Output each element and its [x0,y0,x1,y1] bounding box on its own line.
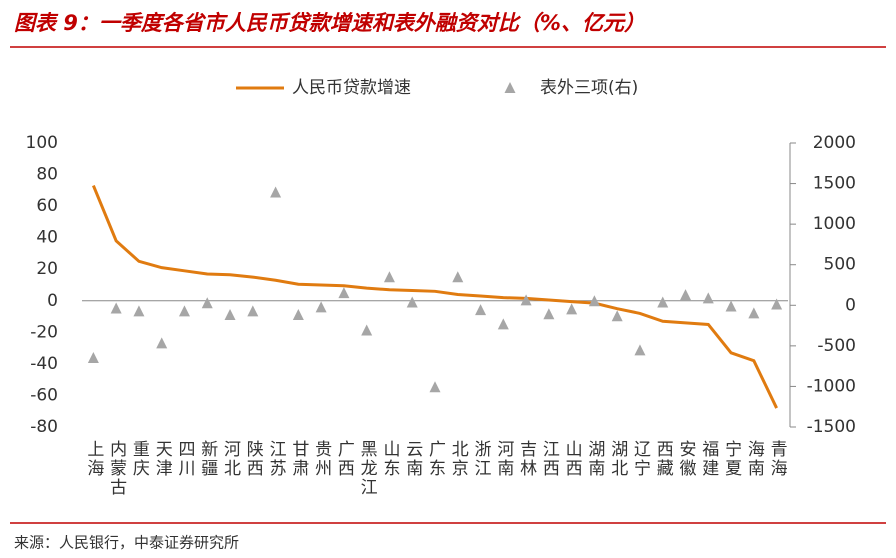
marker [657,296,669,308]
y-tick-label: 20 [36,259,58,279]
x-tick-label: 青海 [767,440,788,478]
x-tick-label: 广东 [425,440,446,478]
x-tick-label: 北京 [448,440,469,478]
marker [110,302,122,314]
marker [247,305,259,317]
y-tick-label: -80 [30,417,58,437]
marker [270,186,282,198]
x-tick-label: 上海 [83,440,104,478]
x-tick-label: 四川 [174,440,195,478]
marker [452,271,464,283]
x-tick-label: 吉林 [516,440,537,478]
x-tick-label: 江苏 [266,440,287,478]
chart-title: 图表 9：一季度各省市人民币贷款增速和表外融资对比（%、亿元） [14,11,645,35]
x-tick-label: 安徽 [676,440,697,478]
marker [87,352,99,364]
y2-tick-label: 0 [845,295,856,315]
y-tick-label: -20 [30,322,58,342]
y-tick-label: -40 [30,354,58,374]
marker [520,294,532,306]
x-tick-label: 重庆 [129,440,150,478]
marker [771,298,783,310]
legend-label: 人民币贷款增速 [292,78,411,98]
marker [702,292,714,304]
y-tick-label: 100 [26,133,58,153]
marker [725,300,737,312]
marker [224,309,236,321]
marker [475,304,487,316]
y-tick-label: 80 [36,165,58,185]
marker [361,324,373,336]
x-tick-label: 辽宁 [630,440,651,478]
y-tick-label: -60 [30,385,58,405]
x-tick-label: 新疆 [197,440,218,478]
y2-tick-label: 500 [824,255,856,275]
y2-tick-label: -1500 [807,417,856,437]
marker [611,310,623,322]
marker [156,337,168,349]
marker [201,297,213,309]
x-tick-label: 海南 [744,440,765,478]
y-tick-label: 60 [36,196,58,216]
x-tick-label: 黑龙江 [357,440,378,497]
x-tick-label: 陕西 [243,440,263,478]
x-tick-label: 河北 [220,440,241,478]
source: 来源：人民银行，中泰证券研究所 [14,534,239,552]
x-tick-label: 西藏 [653,440,674,478]
marker [566,303,578,315]
marker [406,296,418,308]
marker [429,381,441,393]
legend-label: 表外三项(右) [540,78,638,98]
marker [748,307,760,319]
x-tick-label: 天津 [152,440,173,478]
x-tick-label: 湖北 [607,440,628,478]
x-tick-label: 广西 [334,440,355,478]
marker [543,308,555,320]
y2-tick-label: 1500 [813,174,856,194]
x-tick-label: 内蒙古 [106,440,127,497]
y-tick-label: 0 [47,291,58,311]
marker [315,301,327,313]
y2-tick-label: 1000 [813,214,856,234]
y2-tick-label: -500 [817,336,856,356]
x-tick-label: 江西 [539,440,560,478]
x-tick-label: 山东 [379,440,399,478]
marker [497,318,509,330]
marker [178,305,190,317]
y2-tick-label: -1000 [807,376,856,396]
x-tick-label: 福建 [698,440,719,478]
x-tick-label: 山西 [562,440,582,478]
marker [680,289,692,301]
x-tick-label: 贵州 [311,440,332,478]
x-tick-label: 宁夏 [721,440,742,478]
marker [292,309,304,321]
line [92,185,778,409]
marker [588,295,600,307]
x-tick-label: 湖南 [584,440,605,478]
marker [383,271,395,283]
y-tick-label: 40 [36,228,58,248]
legend-swatch [504,82,516,93]
y2-tick-label: 2000 [813,133,856,153]
marker [634,344,646,356]
x-tick-label: 河南 [493,440,514,478]
marker [133,305,145,317]
marker [338,287,350,299]
x-tick-label: 云南 [402,440,423,478]
x-tick-label: 甘肃 [288,440,309,478]
x-tick-label: 浙江 [471,440,492,478]
